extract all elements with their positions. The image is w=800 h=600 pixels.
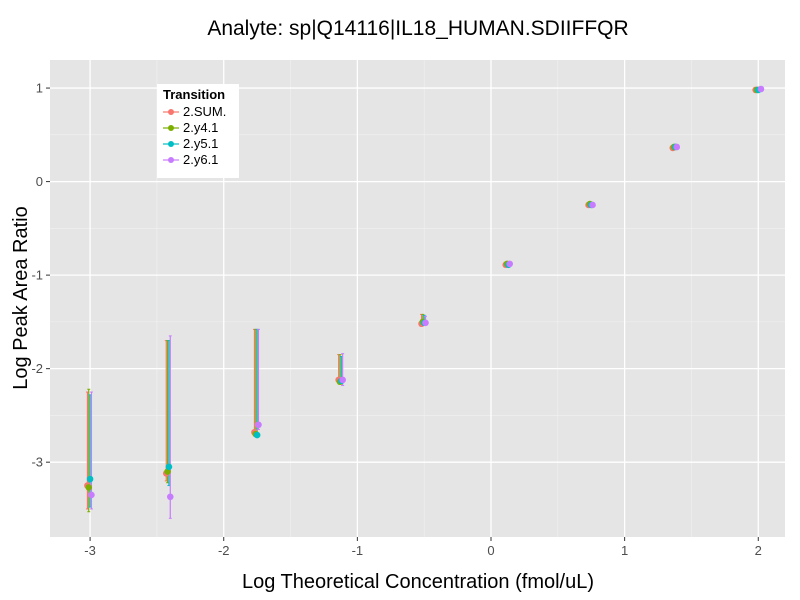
- legend-key-point: [168, 157, 174, 163]
- data-point: [165, 463, 173, 471]
- y-tick-label: -2: [31, 361, 43, 376]
- data-point: [673, 143, 681, 151]
- legend-key-point: [168, 109, 174, 115]
- x-tick-label: 0: [487, 543, 494, 558]
- data-point: [86, 475, 94, 483]
- data-point: [166, 493, 174, 501]
- x-axis-title: Log Theoretical Concentration (fmol/uL): [242, 571, 594, 593]
- data-point: [506, 260, 514, 268]
- y-tick-label: 0: [36, 174, 43, 189]
- x-tick-label: 2: [755, 543, 762, 558]
- data-point: [85, 484, 93, 491]
- legend: Transition 2.SUM.2.y4.12.y5.12.y6.1: [157, 84, 239, 178]
- x-tick-label: -1: [352, 543, 364, 558]
- legend-item: 2.SUM.: [163, 104, 226, 119]
- y-tick-label: 1: [36, 81, 43, 96]
- legend-title: Transition: [163, 87, 225, 102]
- data-point: [339, 376, 346, 384]
- legend-item: 2.y5.1: [163, 136, 218, 151]
- y-tick-label: -3: [31, 455, 43, 470]
- legend-items: 2.SUM.2.y4.12.y5.12.y6.1: [163, 104, 226, 167]
- x-axis-ticks: -3 -2 -1 0 1 2: [84, 537, 762, 558]
- data-point: [253, 431, 261, 439]
- y-axis-title: Log Peak Area Ratio: [10, 206, 32, 389]
- data-point: [422, 319, 429, 327]
- y-tick-label: -1: [31, 268, 43, 283]
- data-point: [255, 421, 262, 429]
- legend-label: 2.y6.1: [183, 152, 218, 167]
- data-point: [757, 85, 765, 93]
- data-point: [589, 201, 596, 209]
- legend-key-point: [168, 141, 174, 147]
- legend-key-point: [168, 125, 174, 131]
- data-point: [88, 491, 95, 499]
- legend-label: 2.y4.1: [183, 120, 218, 135]
- legend-item: 2.y4.1: [163, 120, 218, 135]
- legend-label: 2.SUM.: [183, 104, 226, 119]
- chart-title: Analyte: sp|Q14116|IL18_HUMAN.SDIIFFQR: [207, 17, 628, 40]
- y-axis-ticks: -3 -2 -1 0 1: [31, 81, 50, 470]
- data-points: [84, 85, 765, 501]
- legend-item: 2.y6.1: [163, 152, 218, 167]
- x-tick-label: -3: [84, 543, 96, 558]
- legend-label: 2.y5.1: [183, 136, 218, 151]
- x-tick-label: 1: [621, 543, 628, 558]
- x-tick-label: -2: [218, 543, 230, 558]
